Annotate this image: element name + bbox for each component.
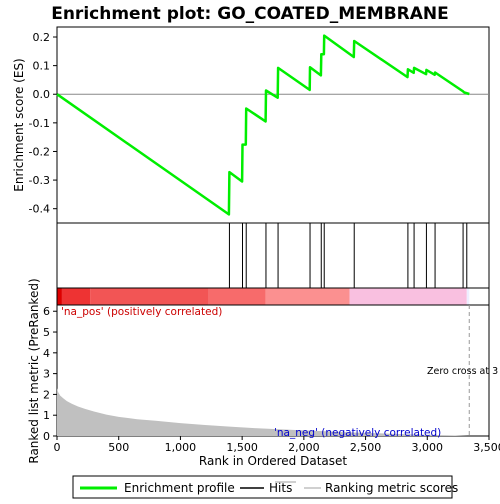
es-y-tick-label: -0.1	[29, 117, 50, 130]
hits-panel-frame	[57, 223, 489, 288]
metric-y-tick-label: 3	[43, 368, 50, 381]
legend-hits-label: Hits	[269, 481, 292, 495]
chart-title: Enrichment plot: GO_COATED_MEMBRANE	[51, 4, 449, 24]
rank-bar-segment	[467, 288, 469, 305]
metric-y-tick-label: 2	[43, 388, 50, 401]
x-tick-label: 1,000	[165, 441, 197, 454]
x-tick-label: 3,000	[412, 441, 444, 454]
metric-y-tick-label: 1	[43, 409, 50, 422]
metric-y-tick-label: 4	[43, 347, 50, 360]
rank-bar-segment	[209, 288, 266, 305]
es-y-tick-label: -0.3	[29, 174, 50, 187]
metric-y-axis-label: Ranked list metric (PreRanked)	[27, 278, 41, 463]
es-y-tick-label: 0.0	[33, 88, 51, 101]
negative-label: 'na_neg' (negatively correlated)	[274, 427, 441, 439]
rank-bar-segment	[90, 288, 208, 305]
rank-bar-segment	[62, 288, 90, 305]
es-y-tick-label: 0.1	[33, 60, 51, 73]
x-tick-label: 0	[54, 441, 61, 454]
metric-y-tick-label: 0	[43, 430, 50, 443]
x-tick-label: 500	[108, 441, 129, 454]
es-y-tick-label: -0.2	[29, 145, 50, 158]
rank-bar-segment	[57, 288, 62, 305]
es-y-tick-label: 0.2	[33, 31, 51, 44]
es-y-axis-label: Enrichment score (ES)	[12, 58, 26, 191]
x-tick-label: 1,500	[226, 441, 258, 454]
legend-enrichment-label: Enrichment profile	[124, 481, 235, 495]
metric-y-axis: 0 1 2 3 4 5 6	[43, 305, 57, 443]
x-tick-label: 3,500	[473, 441, 500, 454]
positive-label: 'na_pos' (positively correlated)	[61, 306, 222, 318]
metric-panel-frame	[57, 305, 489, 436]
metric-y-tick-label: 5	[43, 326, 50, 339]
es-panel-frame	[57, 27, 489, 223]
rank-color-bar	[57, 288, 469, 305]
rank-bar-segment	[350, 288, 467, 305]
x-axis-label: Rank in Ordered Dataset	[199, 454, 347, 468]
zero-cross-label: Zero cross at 3	[427, 366, 498, 377]
x-tick-label: 2,500	[350, 441, 382, 454]
es-y-tick-label: -0.4	[29, 203, 50, 216]
legend-metric-label: Ranking metric scores	[325, 481, 458, 495]
x-tick-label: 2,000	[288, 441, 320, 454]
metric-y-tick-label: 6	[43, 305, 50, 318]
rank-bar-segment	[266, 288, 350, 305]
es-y-axis: 0.2 0.1 0.0 -0.1 -0.2 -0.3 -0.4	[29, 31, 57, 216]
